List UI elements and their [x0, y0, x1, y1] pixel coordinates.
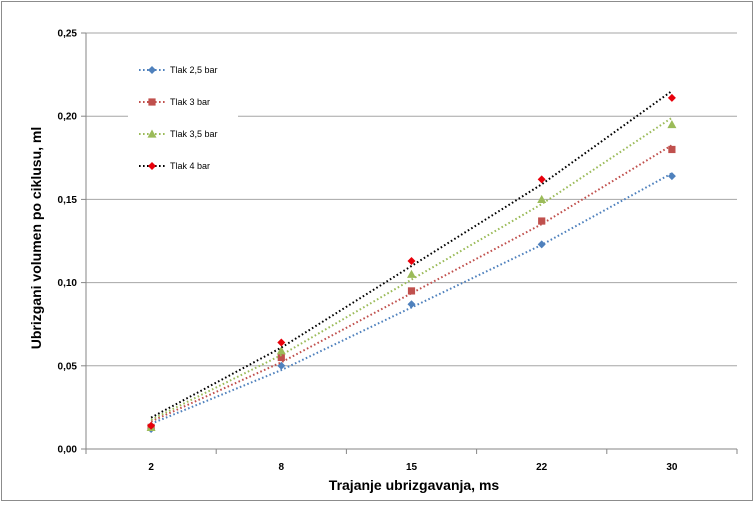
legend-swatch-marker	[147, 129, 157, 138]
x-tick-label: 2	[148, 462, 154, 473]
data-point	[537, 240, 546, 249]
legend-swatch-marker	[148, 98, 156, 106]
legend-label: Tlak 3,5 bar	[170, 129, 218, 139]
data-point	[407, 300, 416, 309]
x-axis-title: Trajanje ubrizgavanja, ms	[329, 477, 500, 493]
y-tick-label: 0,15	[58, 195, 78, 206]
series-layer	[146, 90, 677, 434]
data-point	[537, 194, 547, 203]
legend-swatch-marker	[148, 66, 156, 74]
legend-label: Tlak 4 bar	[170, 161, 210, 171]
legend-label: Tlak 2,5 bar	[170, 65, 218, 75]
legend-item: Tlak 2,5 bar	[139, 65, 218, 75]
series-line	[150, 116, 673, 421]
y-tick-label: 0,00	[58, 445, 78, 456]
data-point	[147, 421, 156, 430]
series-line	[150, 144, 673, 423]
legend-item: Tlak 4 bar	[139, 161, 210, 171]
x-tick-label: 30	[666, 462, 678, 473]
data-point	[407, 269, 416, 278]
x-tick-label: 15	[406, 462, 418, 473]
data-point	[668, 145, 676, 154]
legend: Tlak 2,5 bar Tlak 3 bar Tlak 3,5 bar Tlak 4…	[128, 56, 238, 178]
data-point	[538, 217, 546, 225]
series-line	[150, 90, 673, 419]
y-tick-label: 0,25	[58, 29, 78, 40]
data-point	[407, 287, 416, 295]
data-point	[667, 120, 677, 129]
legend-swatch-marker	[148, 162, 156, 170]
series-2	[146, 116, 677, 431]
x-tick-label: 8	[279, 462, 285, 473]
data-point	[277, 353, 285, 362]
y-tick-label: 0,10	[58, 278, 78, 289]
y-tick-label: 0,05	[58, 361, 78, 372]
data-point	[277, 338, 286, 347]
legend-item: Tlak 3 bar	[139, 97, 210, 107]
data-point	[537, 175, 546, 184]
series-3	[147, 90, 676, 430]
data-point	[407, 256, 416, 265]
x-tick-label: 22	[536, 462, 548, 473]
data-point	[667, 93, 676, 102]
axes: 0,00 0,05 0,10 0,15 0,20 0,25 2 8 15 22 30	[58, 29, 738, 473]
legend-label: Tlak 3 bar	[170, 97, 210, 107]
legend-item: Tlak 3,5 bar	[139, 129, 218, 139]
data-point	[276, 346, 286, 355]
y-tick-label: 0,20	[58, 112, 78, 123]
legend-box	[128, 56, 238, 178]
data-point	[667, 172, 676, 181]
y-axis-title: Ubrizgani volumen po ciklusu, ml	[28, 127, 44, 349]
